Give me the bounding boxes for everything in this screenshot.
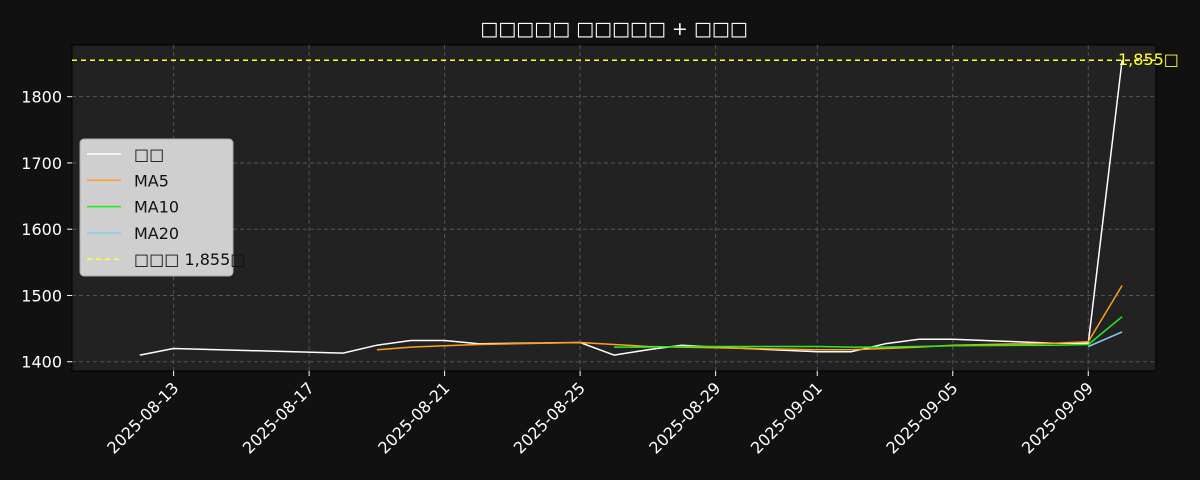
- y-tick-label: 1600: [21, 220, 62, 239]
- y-tick-label: 1400: [21, 353, 62, 372]
- y-tick-label: 1800: [21, 88, 62, 107]
- legend-box: [79, 138, 234, 277]
- legend-label: □□□ 1,855□: [134, 250, 245, 269]
- reference-line-group: 1,855□: [72, 50, 1179, 69]
- series-line-4: [1088, 331, 1123, 348]
- legend: □□ MA5 MA10 MA20 □□□ 1,855□: [79, 138, 245, 277]
- legend-label: MA20: [134, 224, 179, 243]
- chart-title: □□□□□ □□□□□ + □□□: [480, 18, 747, 40]
- y-tick-label: 1500: [21, 286, 62, 305]
- y-tick-label: 1700: [21, 154, 62, 173]
- legend-label: MA10: [134, 198, 179, 217]
- legend-label: MA5: [134, 171, 169, 190]
- plot-area: [71, 44, 1157, 372]
- legend-label: □□: [134, 145, 164, 164]
- series-group: [139, 60, 1123, 356]
- reference-line-label: 1,855□: [1118, 50, 1179, 69]
- series-line-3: [614, 316, 1123, 348]
- grid-lines: [72, 45, 1156, 371]
- series-line-2: [376, 285, 1123, 351]
